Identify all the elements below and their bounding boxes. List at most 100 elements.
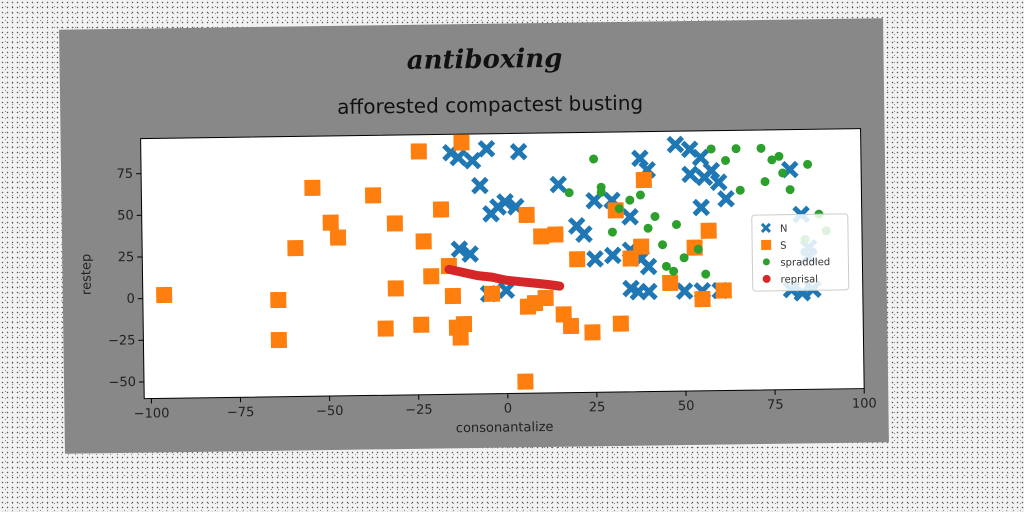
point-s (455, 316, 473, 333)
point-n (621, 207, 639, 226)
point-n (640, 282, 658, 301)
point-n (603, 246, 622, 265)
x-tick-label: 0 (504, 401, 512, 416)
point-spraddled (650, 211, 660, 221)
point-spraddled (672, 220, 682, 230)
point-spraddled (643, 223, 653, 233)
point-spraddled (735, 185, 745, 195)
point-s (322, 214, 339, 231)
point-s (287, 240, 304, 257)
point-spraddled (614, 204, 624, 214)
plot-area (140, 128, 865, 399)
point-s (518, 206, 535, 224)
point-s (329, 229, 347, 246)
point-s (562, 317, 580, 335)
point-s (569, 251, 586, 268)
point-s (270, 291, 287, 309)
point-n (450, 240, 469, 259)
point-s (452, 329, 469, 346)
point-n (497, 281, 516, 300)
point-s (410, 143, 427, 160)
y-tick-label: 25 (118, 250, 135, 265)
point-s (612, 315, 629, 332)
point-s (662, 274, 679, 292)
point-s (377, 320, 394, 337)
y-tick-label: −25 (108, 333, 136, 348)
point-s (415, 233, 432, 250)
point-spraddled (635, 190, 645, 200)
x-tick-label: 100 (852, 396, 877, 411)
point-spraddled (778, 168, 788, 178)
point-n (631, 149, 649, 168)
point-spraddled (760, 177, 770, 187)
legend-label-spraddled: spraddled (780, 257, 830, 269)
point-s (584, 324, 601, 341)
point-n (477, 139, 496, 158)
chart-suptitle: antiboxing (407, 44, 563, 76)
point-s (387, 280, 404, 297)
point-spraddled (679, 253, 689, 263)
point-spraddled (706, 144, 716, 154)
point-n (496, 193, 514, 211)
point-s (700, 222, 717, 239)
point-spraddled (731, 144, 741, 154)
x-tick-label: 50 (678, 399, 695, 414)
point-n (449, 148, 467, 167)
point-spraddled (607, 227, 617, 237)
point-s (635, 171, 652, 189)
point-s (304, 179, 321, 197)
x-tick-label: 25 (589, 400, 606, 415)
point-s (270, 331, 287, 349)
point-n (692, 198, 711, 217)
legend-label-s: S (780, 241, 787, 252)
y-tick-label: 50 (117, 208, 134, 223)
y-tick-label: 75 (116, 167, 133, 182)
legend-marker-n (760, 222, 772, 234)
point-spraddled (756, 143, 766, 153)
point-s (694, 291, 711, 308)
legend-label-reprisal: reprisal (781, 274, 819, 286)
point-n (575, 225, 593, 243)
point-spraddled (785, 185, 795, 195)
plot-frame (140, 128, 865, 400)
point-s (537, 289, 554, 307)
point-n (691, 148, 710, 167)
point-spraddled (693, 244, 703, 254)
point-s (715, 282, 732, 299)
point-n (586, 250, 604, 268)
point-s (423, 268, 440, 285)
axes: −100 −75 −50 −25 0 25 50 75 100 −50 −25 0 25 50 75 (108, 128, 877, 422)
point-spraddled (661, 261, 671, 271)
y-axis-label: restep (79, 254, 95, 295)
point-s (444, 287, 462, 305)
point-n (717, 189, 735, 208)
legend-label-n: N (780, 224, 788, 235)
x-tick-label: 75 (767, 398, 784, 413)
point-spraddled (774, 151, 784, 161)
point-n (681, 165, 699, 184)
point-n (695, 168, 714, 187)
point-n (509, 142, 528, 161)
point-n (639, 257, 658, 276)
point-n (675, 282, 694, 300)
x-tick-label: −100 (134, 406, 170, 421)
chart-figure: antiboxing afforested compactest busting… (59, 18, 889, 454)
point-n (471, 176, 489, 195)
point-spraddled (596, 187, 606, 197)
y-tick-label: 0 (126, 292, 134, 307)
legend-marker-s (761, 239, 772, 250)
legend-box (751, 213, 850, 292)
x-tick-label: −50 (316, 404, 344, 419)
point-s (432, 201, 450, 218)
scatter-chart: antiboxing afforested compactest busting… (79, 44, 877, 437)
point-s (484, 285, 501, 302)
legend-marker-spraddled (762, 258, 770, 266)
point-s (533, 228, 550, 245)
legend-marker-reprisal (762, 274, 771, 283)
point-s (517, 373, 534, 390)
point-n (666, 135, 685, 154)
point-spraddled (658, 240, 668, 250)
point-spraddled (721, 155, 731, 165)
point-s (547, 226, 564, 243)
